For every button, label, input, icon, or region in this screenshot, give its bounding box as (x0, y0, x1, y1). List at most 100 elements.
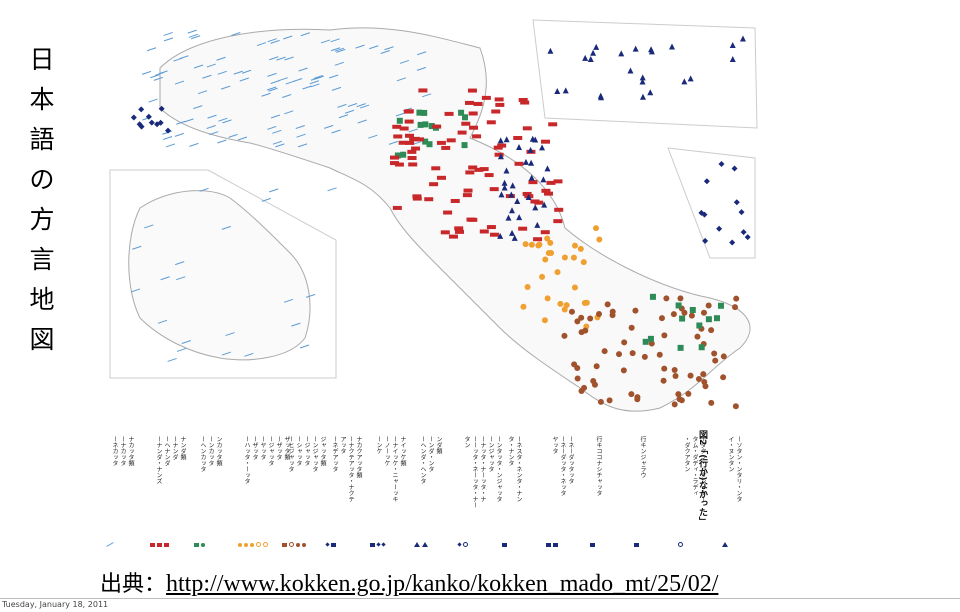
map-marker (244, 352, 254, 357)
map-marker (148, 98, 158, 103)
map-marker (534, 200, 544, 205)
legend-symbol-ring-icon (463, 542, 468, 547)
map-marker (150, 74, 160, 79)
map-marker (522, 126, 532, 131)
map-marker (130, 288, 141, 293)
map-marker (649, 293, 656, 300)
map-marker (154, 71, 165, 76)
map-marker (596, 236, 603, 243)
map-marker (327, 187, 337, 192)
map-marker (225, 332, 235, 337)
map-marker (297, 143, 308, 148)
map-marker (309, 80, 320, 85)
map-marker (632, 307, 639, 314)
mainland-coastline (159, 27, 751, 412)
map-marker (444, 111, 454, 116)
map-marker (571, 284, 578, 291)
map-marker (267, 38, 277, 43)
map-marker (296, 133, 306, 138)
map-marker (702, 237, 709, 244)
hokkaido-inset-land (128, 190, 311, 361)
map-marker (411, 146, 421, 151)
map-marker (395, 112, 406, 117)
map-marker (190, 35, 201, 40)
map-marker (541, 139, 551, 144)
map-marker (568, 308, 575, 315)
map-marker (677, 344, 684, 351)
map-marker (553, 219, 563, 224)
map-marker (282, 94, 292, 98)
legend-symbol-rect-icon (164, 542, 169, 547)
map-marker (443, 210, 453, 215)
map-marker (678, 397, 685, 404)
map-marker (708, 327, 715, 334)
legend-entry-text: 行キココナシチャッタ (595, 436, 602, 496)
map-marker (522, 158, 529, 165)
map-marker (525, 194, 532, 201)
map-marker (583, 299, 590, 306)
map-marker (647, 89, 654, 96)
map-marker (467, 88, 477, 93)
legend-symbol-tri-icon (422, 542, 428, 547)
map-marker (416, 66, 427, 71)
map-marker (300, 32, 310, 37)
map-marker (217, 70, 227, 75)
map-marker (270, 80, 280, 84)
map-marker (616, 351, 623, 358)
map-marker (266, 86, 277, 91)
hokkaido-inset-frame (109, 169, 337, 379)
map-marker (392, 124, 402, 129)
map-marker (417, 121, 424, 128)
slide-title-char: 言 (29, 245, 55, 274)
map-marker (540, 176, 547, 183)
map-marker (474, 167, 484, 172)
map-marker (421, 109, 428, 116)
map-marker (329, 74, 339, 79)
map-marker (165, 143, 176, 148)
map-marker (671, 367, 678, 374)
map-marker (324, 124, 334, 129)
map-marker (703, 178, 710, 185)
slide-title-char: 語 (29, 125, 55, 154)
map-marker (536, 241, 543, 248)
map-marker (272, 140, 283, 145)
map-marker (426, 141, 433, 148)
map-marker (729, 42, 736, 49)
map-marker (181, 340, 191, 344)
map-marker (509, 229, 516, 236)
map-marker (331, 86, 342, 91)
legend-symbol-paren-icon (370, 542, 375, 547)
map-marker (547, 47, 554, 54)
map-marker (744, 234, 751, 241)
map-marker (593, 43, 600, 50)
legend-symbol-ring-icon (678, 542, 683, 547)
map-marker (729, 55, 736, 62)
map-marker (429, 182, 439, 187)
slide-title: 日本語の方言地図 (22, 40, 62, 360)
map-marker (705, 302, 712, 309)
map-marker (539, 273, 546, 280)
map-marker (216, 56, 226, 61)
legend-entry-symbols (238, 534, 270, 547)
map-marker (733, 199, 740, 206)
legend-entry-symbols (414, 534, 430, 547)
map-marker (641, 353, 648, 360)
slide-title-char: 日 (29, 45, 55, 74)
map-marker (162, 136, 173, 140)
map-marker (590, 377, 597, 384)
map-marker (412, 196, 422, 201)
map-marker (405, 140, 415, 145)
dialect-map (100, 8, 780, 428)
map-marker (428, 123, 435, 130)
map-marker (658, 315, 665, 322)
map-marker (175, 261, 185, 266)
map-marker (561, 332, 568, 339)
map-marker (146, 47, 157, 52)
map-marker (256, 42, 267, 47)
map-marker (130, 114, 137, 121)
map-marker (302, 85, 312, 90)
map-marker (503, 167, 510, 174)
source-link[interactable]: http://www.kokken.go.jp/kanko/kokken_mad… (166, 571, 719, 597)
map-marker (167, 357, 177, 362)
map-marker (554, 269, 561, 276)
